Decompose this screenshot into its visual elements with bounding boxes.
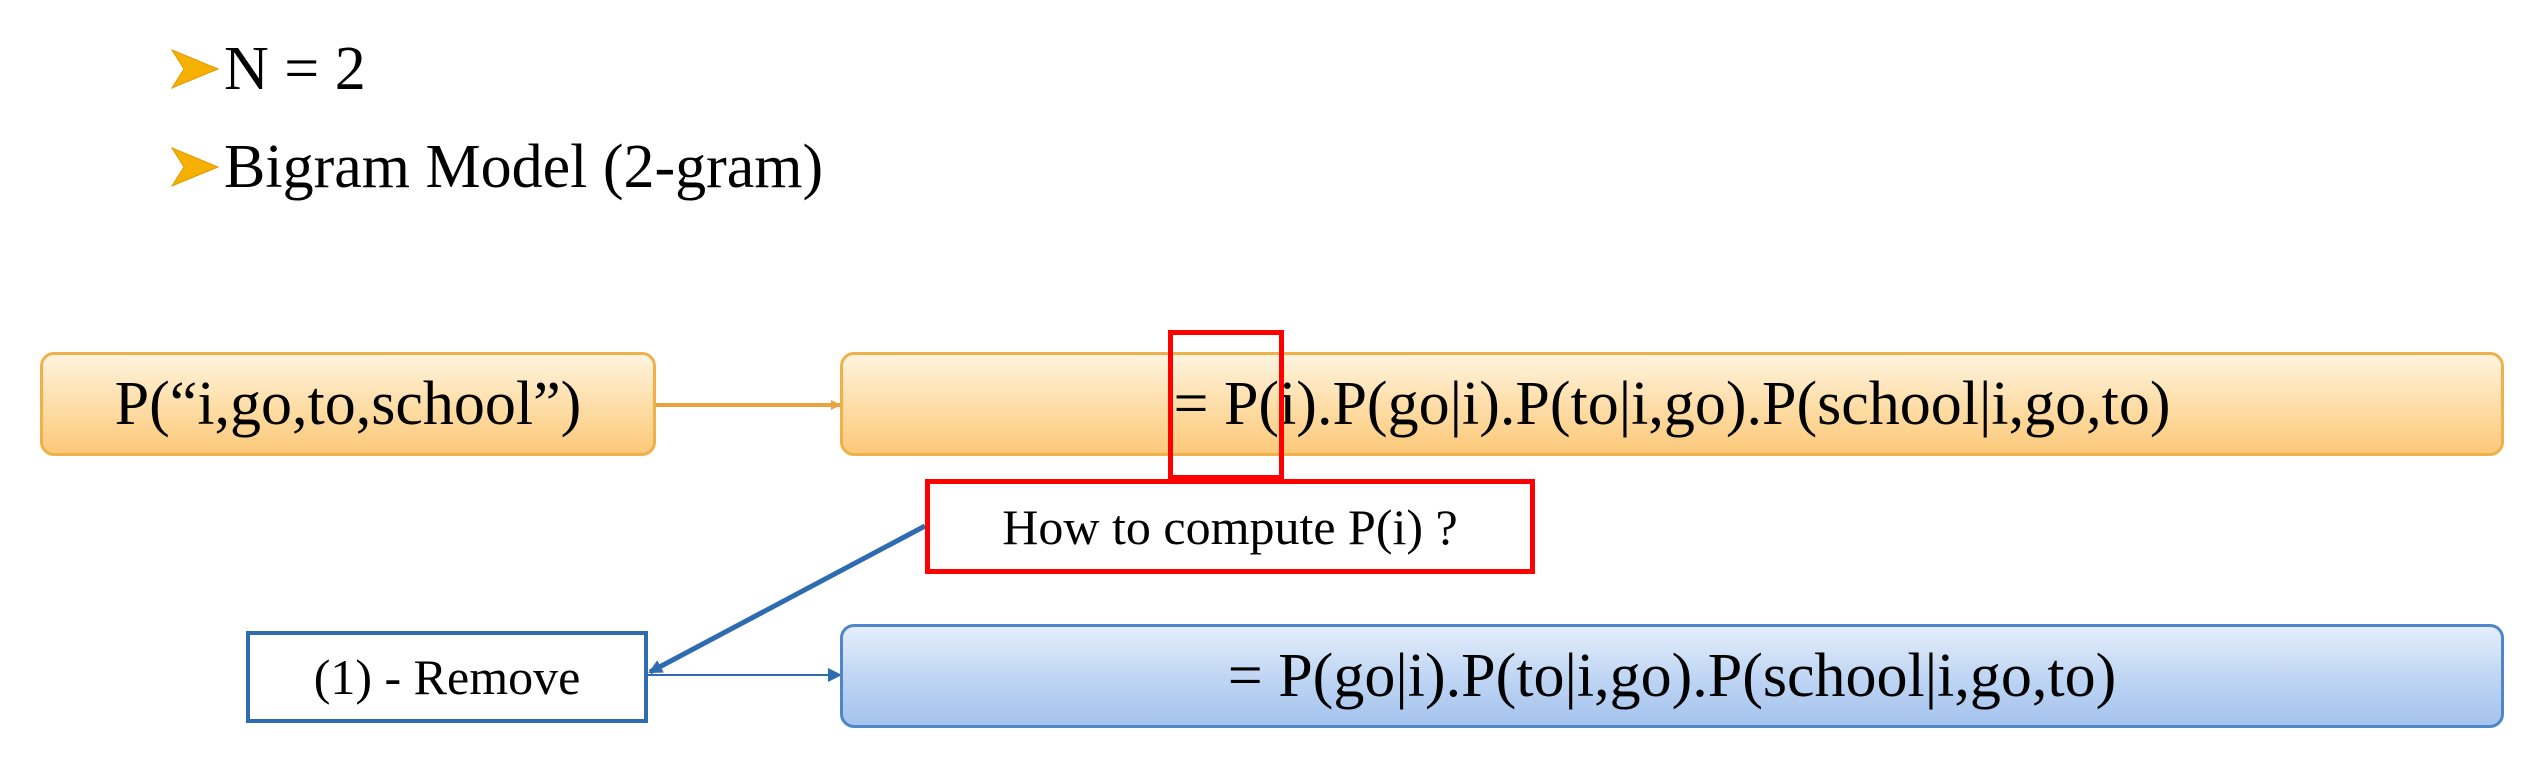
probability-box: P(“i,go,to,school”) bbox=[40, 352, 656, 456]
chain-rule-text: = P(i).P(go|i).P(to|i,go).P(school|i,go,… bbox=[1173, 369, 2171, 438]
bullet-n-equals-2: N = 2 bbox=[170, 38, 366, 100]
remove-step-text: (1) - Remove bbox=[313, 649, 581, 705]
chain-rule-box: = P(i).P(go|i).P(to|i,go).P(school|i,go,… bbox=[840, 352, 2504, 456]
question-text: How to compute P(i) ? bbox=[1002, 498, 1458, 555]
remove-step-box: (1) - Remove bbox=[246, 631, 648, 723]
arrow-bullet-icon bbox=[170, 142, 220, 192]
arrow-bullet-icon bbox=[170, 44, 220, 94]
result-text: = P(go|i).P(to|i,go).P(school|i,go,to) bbox=[1227, 641, 2117, 710]
probability-text: P(“i,go,to,school”) bbox=[114, 369, 582, 438]
bullet-text: Bigram Model (2-gram) bbox=[224, 133, 824, 201]
result-box: = P(go|i).P(to|i,go).P(school|i,go,to) bbox=[840, 624, 2504, 728]
bullet-bigram-model: Bigram Model (2-gram) bbox=[170, 136, 823, 198]
question-box: How to compute P(i) ? bbox=[925, 479, 1535, 574]
bullet-text: N = 2 bbox=[224, 35, 366, 103]
p-i-highlight bbox=[1168, 330, 1284, 480]
arrow-question-to-remove bbox=[648, 523, 927, 675]
